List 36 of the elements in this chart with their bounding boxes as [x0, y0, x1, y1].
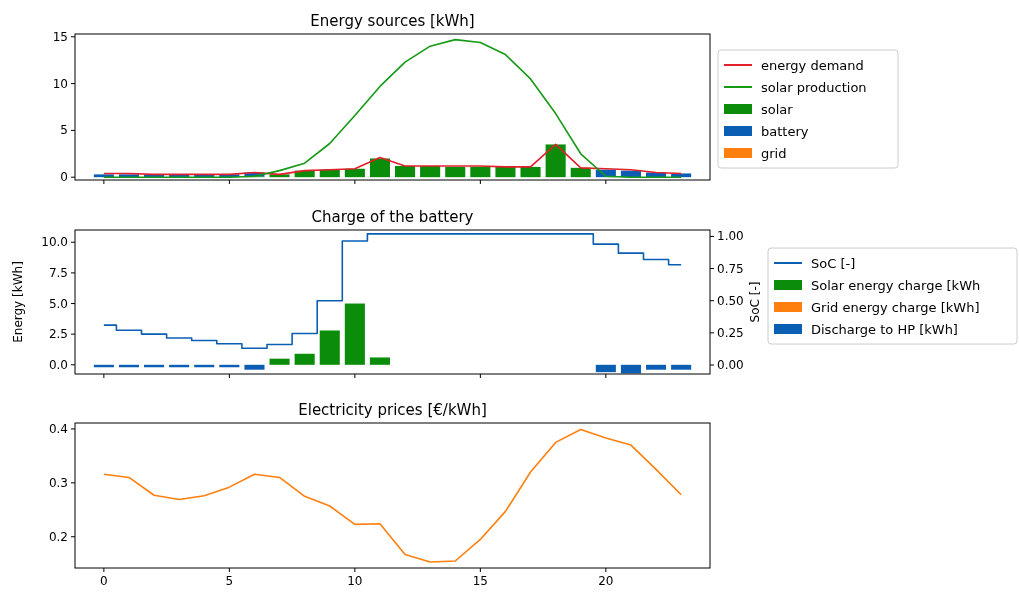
legend-label: SoC [-] [811, 256, 856, 271]
y-tick-label: 7.5 [48, 265, 68, 280]
legend-label: Discharge to HP [kWh] [811, 322, 958, 337]
y-tick-label: 0.4 [48, 421, 68, 436]
chart-title: Electricity prices [€/kWh] [298, 401, 487, 419]
x-tick-label: 15 [472, 574, 488, 588]
x-tick-label: 5 [225, 574, 234, 588]
legend-label: energy demand [761, 58, 864, 73]
legend-label: battery [761, 124, 809, 139]
x-tick-label: 10 [347, 574, 363, 588]
y2-tick-label: 0.75 [717, 261, 744, 276]
y-tick-label: 0.2 [48, 529, 68, 544]
y-tick-label: 0 [60, 170, 68, 185]
x-tick-label: 20 [598, 574, 614, 588]
y-tick-label: 5 [60, 123, 68, 138]
y2-tick-label: 0.00 [717, 358, 744, 372]
y-axis-title: Energy [kWh] [11, 261, 25, 343]
legend-label: grid [761, 146, 787, 161]
y-tick-label: 15 [52, 29, 68, 44]
chart-title: Charge of the battery [311, 208, 474, 226]
legend-label: solar [761, 102, 794, 117]
y2-tick-label: 1.00 [717, 229, 744, 244]
y-tick-label: 2.5 [48, 327, 68, 342]
y-tick-label: 10.0 [41, 235, 68, 250]
legend-label: solar production [761, 80, 867, 95]
y-tick-label: 10 [52, 76, 68, 91]
legend-label: Solar energy charge [kWh [811, 278, 981, 293]
y2-axis-title: SoC [-] [748, 281, 762, 323]
y2-tick-label: 0.25 [717, 325, 744, 340]
chart-title: Energy sources [kWh] [310, 12, 475, 30]
y-tick-label: 0.3 [48, 475, 68, 490]
y-tick-label: 5.0 [48, 296, 68, 311]
legend-label: Grid energy charge [kWh] [811, 300, 980, 315]
x-tick-label: 0 [100, 574, 108, 588]
y-tick-label: 0.0 [48, 357, 68, 372]
y2-tick-label: 0.50 [717, 293, 744, 308]
